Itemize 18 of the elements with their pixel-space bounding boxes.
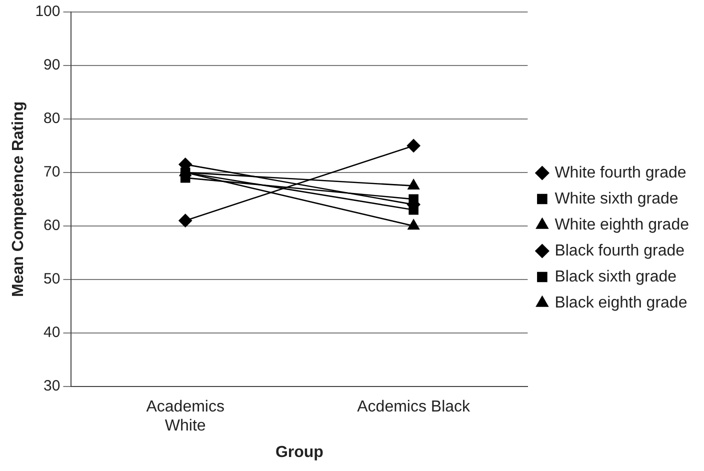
legend-label: White fourth grade: [554, 164, 686, 182]
y-tick-label: 100: [35, 3, 60, 20]
legend-label: Black fourth grade: [554, 242, 685, 260]
x-tick-label: Academics White: [146, 398, 224, 435]
legend-label: Black eighth grade: [554, 294, 688, 312]
y-tick-label: 70: [44, 164, 60, 181]
y-tick-label: 80: [44, 110, 60, 128]
y-axis-title: Mean Competence Rating: [10, 101, 28, 297]
y-tick-label: 90: [44, 56, 60, 74]
y-tick-label: 30: [44, 378, 60, 395]
x-tick-label: Acdemics Black: [357, 398, 472, 416]
y-tick-label: 40: [44, 324, 60, 342]
legend-label: Black sixth grade: [554, 268, 677, 286]
legend-label: White sixth grade: [554, 190, 678, 208]
x-axis-title: Group: [275, 444, 324, 461]
legend-label: White eighth grade: [554, 216, 690, 234]
y-tick-label: 60: [44, 217, 60, 234]
y-tick-label: 50: [44, 270, 60, 288]
